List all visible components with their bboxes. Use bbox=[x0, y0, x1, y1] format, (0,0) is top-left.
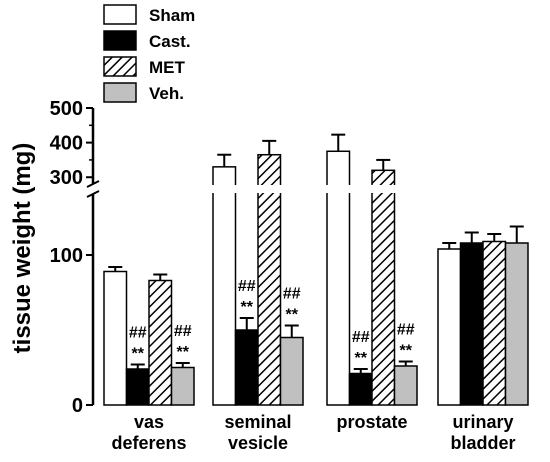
legend-swatch bbox=[103, 82, 137, 103]
axis-break-band bbox=[212, 185, 237, 193]
significance-label: ## bbox=[397, 322, 415, 339]
bars: ## ** ## ** ## ** ## ** ## ** ## ** bbox=[103, 133, 529, 406]
legend-swatch bbox=[103, 56, 137, 77]
significance-label: ** bbox=[286, 307, 299, 324]
axis-break-band bbox=[257, 185, 282, 193]
bar-veh-0 bbox=[170, 366, 195, 406]
bar-veh-2 bbox=[393, 365, 418, 406]
axis-break-mark bbox=[86, 180, 100, 188]
legend: Sham Cast. MET Veh. bbox=[103, 4, 195, 103]
x-category-label: deferens bbox=[111, 433, 186, 453]
legend-swatch bbox=[103, 30, 137, 51]
significance-label: ## bbox=[238, 278, 256, 295]
axis-break-band bbox=[326, 185, 351, 193]
significance-label: ## bbox=[352, 329, 370, 346]
significance-label: ** bbox=[241, 299, 254, 316]
bar-cast-2 bbox=[348, 372, 373, 406]
significance-label: ** bbox=[177, 344, 190, 361]
significance-label: ** bbox=[132, 346, 145, 363]
bar-cast-3 bbox=[459, 242, 484, 406]
y-tick-label: 0 bbox=[72, 395, 83, 417]
significance-label: ** bbox=[400, 343, 413, 360]
significance-label: ## bbox=[283, 286, 301, 303]
legend-label: Veh. bbox=[149, 84, 184, 103]
axis-break-band bbox=[371, 185, 396, 193]
bar-cast-0 bbox=[125, 368, 150, 406]
legend-swatch bbox=[103, 4, 137, 25]
bar-met-0 bbox=[148, 279, 173, 406]
bar-met-3 bbox=[482, 240, 507, 406]
y-axis: 0 100 300 400 500 bbox=[50, 98, 100, 417]
x-category-label: prostate bbox=[336, 412, 407, 432]
bar-sham-1 bbox=[212, 166, 237, 406]
legend-label: Sham bbox=[149, 6, 195, 25]
bar-veh-3 bbox=[504, 242, 529, 406]
legend-label: Cast. bbox=[149, 32, 191, 51]
x-category-label: vas bbox=[134, 412, 164, 432]
bar-sham-0 bbox=[103, 270, 128, 406]
significance-label: ## bbox=[129, 325, 147, 342]
axis-break-mark bbox=[86, 190, 100, 198]
y-tick-label: 300 bbox=[50, 167, 83, 189]
y-tick-label: 400 bbox=[50, 133, 83, 155]
x-category-label: seminal bbox=[224, 412, 291, 432]
x-category-label: urinary bbox=[452, 412, 513, 432]
y-axis-title: tissue weight (mg) bbox=[9, 143, 36, 354]
legend-label: MET bbox=[149, 58, 186, 77]
y-tick-label: 100 bbox=[50, 245, 83, 267]
significance-label: ## bbox=[174, 323, 192, 340]
x-category-label: vesicle bbox=[228, 433, 288, 453]
bar-veh-1 bbox=[279, 336, 304, 406]
y-tick-label: 500 bbox=[50, 98, 83, 120]
bar-cast-1 bbox=[234, 329, 259, 406]
x-category-label: bladder bbox=[450, 433, 515, 453]
significance-label: ** bbox=[355, 350, 368, 367]
bar-sham-3 bbox=[437, 248, 462, 406]
bar-met-2 bbox=[371, 169, 396, 406]
